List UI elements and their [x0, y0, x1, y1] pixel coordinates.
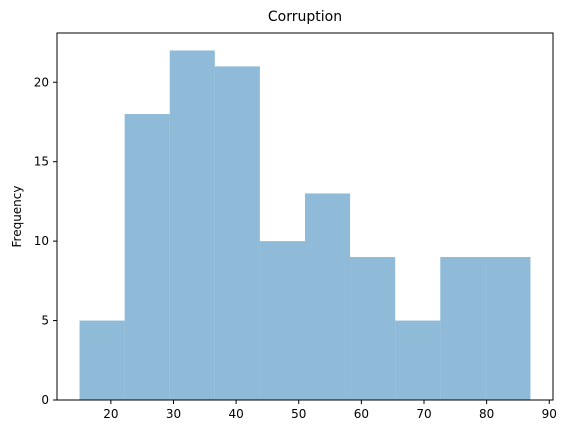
histogram-bar — [214, 66, 260, 400]
histogram-bar — [124, 114, 170, 400]
x-tick-label: 20 — [103, 407, 118, 421]
y-axis-label: Frequency — [10, 186, 24, 248]
histogram-bar — [169, 50, 215, 400]
y-tick-label: 10 — [34, 234, 49, 248]
x-tick-label: 50 — [291, 407, 306, 421]
chart-title: Corruption — [268, 9, 342, 25]
bars-group — [79, 50, 531, 400]
x-tick-label: 70 — [416, 407, 431, 421]
y-tick-label: 15 — [34, 155, 49, 169]
x-tick-label: 40 — [228, 407, 243, 421]
histogram-bar — [485, 257, 531, 400]
histogram-bar — [350, 257, 396, 400]
histogram-bar — [305, 193, 351, 400]
x-axis: 20 30 40 50 60 70 80 90 — [103, 400, 557, 421]
x-tick-label: 80 — [479, 407, 494, 421]
y-tick-label: 20 — [34, 75, 49, 89]
histogram-bar — [440, 257, 486, 400]
x-tick-label: 90 — [542, 407, 557, 421]
histogram-bar — [395, 320, 441, 400]
x-tick-label: 60 — [354, 407, 369, 421]
y-tick-label: 0 — [41, 393, 49, 407]
x-tick-label: 30 — [166, 407, 181, 421]
y-tick-label: 5 — [41, 314, 49, 328]
y-axis: 0 5 10 15 20 — [34, 75, 57, 407]
plot-frame — [56, 32, 554, 401]
histogram-bar — [79, 320, 125, 400]
histogram-bar — [259, 241, 305, 400]
